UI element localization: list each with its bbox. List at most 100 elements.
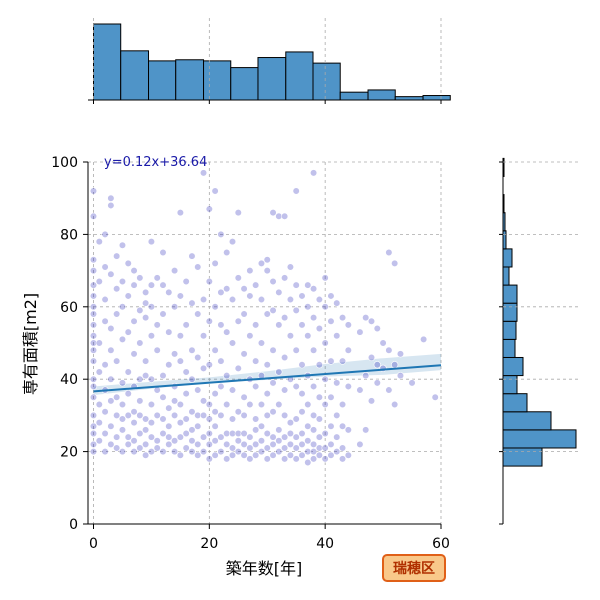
scatter-point (170, 448, 179, 456)
scatter-point (211, 451, 219, 459)
scatter-point (211, 303, 219, 311)
scatter-point (147, 448, 156, 456)
scatter-point (240, 440, 248, 448)
scatter-point (130, 448, 138, 456)
scatter-point (281, 444, 289, 452)
scatter-point (142, 314, 150, 322)
scatter-point (107, 201, 115, 210)
scatter-point (188, 252, 196, 260)
scatter-point (176, 357, 184, 365)
scatter-point (240, 310, 248, 318)
top-hist-bar (175, 59, 205, 101)
scatter-point (281, 274, 289, 282)
scatter-point (89, 357, 98, 365)
scatter-point (95, 437, 103, 445)
right-hist-bar (502, 447, 543, 467)
scatter-point (333, 433, 341, 441)
scatter-point (263, 310, 271, 318)
scatter-point (89, 187, 98, 195)
scatter-point (147, 433, 156, 441)
scatter-point (298, 321, 306, 329)
scatter-point (194, 353, 202, 362)
scatter-point (107, 324, 115, 333)
scatter-point (113, 357, 121, 365)
scatter-point (170, 411, 179, 420)
scatter-point (153, 444, 161, 452)
scatter-point (211, 346, 219, 354)
scatter-point (89, 429, 98, 438)
scatter-point (286, 451, 295, 459)
scatter-point (147, 332, 156, 340)
scatter-point (315, 451, 323, 459)
scatter-point (327, 451, 335, 459)
scatter-point (159, 448, 167, 456)
scatter-point (89, 303, 98, 311)
scatter-point (292, 444, 300, 452)
scatter-point (89, 440, 98, 448)
scatter-point (309, 382, 318, 391)
scatter-point (194, 310, 202, 318)
scatter-point (338, 455, 347, 463)
scatter-point (246, 332, 254, 340)
scatter-point (159, 281, 167, 289)
scatter-point (136, 397, 144, 405)
scatter-point (367, 397, 376, 405)
scatter-point (188, 437, 196, 445)
scatter-point (298, 361, 306, 369)
scatter-point (101, 230, 109, 238)
scatter-point (205, 317, 213, 325)
scatter-point (385, 386, 393, 394)
scatter-point (130, 267, 138, 275)
scatter-point (373, 324, 381, 333)
scatter-point (194, 411, 202, 420)
scatter-point (95, 238, 103, 246)
scatter-point (217, 411, 225, 420)
scatter-point (223, 285, 231, 293)
top-hist-bar (422, 95, 451, 101)
scatter-point (113, 310, 121, 318)
scatter-point (309, 426, 318, 434)
scatter-point (89, 375, 98, 383)
right-hist-bar (502, 320, 517, 340)
axes (83, 161, 442, 529)
scatter-point (385, 248, 393, 257)
scatter-point (124, 368, 132, 376)
scatter-point (281, 353, 289, 362)
scatter-point (176, 209, 184, 217)
scatter-point (333, 411, 341, 420)
scatter-point (275, 400, 283, 409)
regression-line-group (93, 364, 442, 393)
x-tick-label: 60 (432, 536, 450, 552)
scatter-point (188, 375, 196, 383)
scatter-point (205, 415, 213, 423)
scatter-point (89, 382, 98, 391)
scatter-point (107, 440, 115, 448)
scatter-point (333, 379, 341, 387)
scatter-point (240, 429, 248, 438)
scatter-point (199, 169, 208, 177)
scatter-point (292, 187, 300, 195)
scatter-point (170, 350, 179, 358)
scatter-point (263, 361, 271, 369)
scatter-point (194, 440, 202, 448)
scatter-point (234, 437, 242, 445)
scatter-point (147, 400, 156, 409)
scatter-point (327, 393, 335, 401)
scatter-point (228, 444, 237, 452)
scatter-point (257, 339, 266, 347)
scatter-point (234, 364, 242, 372)
scatter-point (269, 408, 277, 416)
scatter-point (223, 248, 231, 257)
scatter-point (240, 451, 248, 459)
scatter-point (194, 386, 202, 394)
scatter-point (281, 433, 289, 441)
scatter-point (391, 259, 399, 267)
scatter-point (136, 274, 144, 282)
scatter-point (223, 429, 231, 438)
scatter-point (257, 400, 266, 409)
scatter-point (246, 455, 254, 463)
scatter-point (159, 371, 167, 380)
scatter-point (89, 310, 98, 318)
scatter-point (263, 444, 271, 452)
scatter-point (309, 455, 318, 463)
